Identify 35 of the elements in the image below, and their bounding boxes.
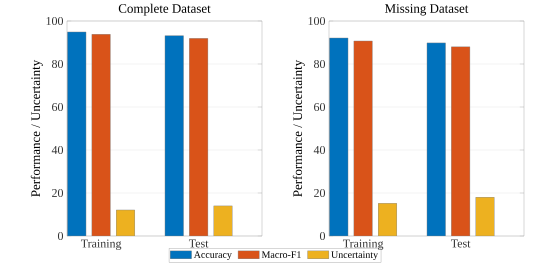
x-tick-label: Test xyxy=(188,240,208,248)
bar xyxy=(67,32,86,236)
y-tick-label: 100 xyxy=(46,16,64,26)
y-tick-label: 80 xyxy=(314,60,326,68)
legend-label: Uncertainty xyxy=(331,251,378,260)
bar xyxy=(92,34,111,236)
y-tick-label: 60 xyxy=(52,102,64,112)
legend-label: Macro-F1 xyxy=(262,251,301,258)
y-axis-title: Performance / Uncertainty xyxy=(30,60,43,197)
y-tick-label: 20 xyxy=(52,188,64,198)
legend-label: Accuracy xyxy=(194,251,232,260)
chart-title: Missing Dataset xyxy=(384,4,468,16)
bar xyxy=(378,203,397,236)
y-tick-label: 40 xyxy=(314,146,326,154)
x-tick-label: Training xyxy=(342,240,384,250)
bar xyxy=(426,42,446,236)
bar xyxy=(451,46,470,236)
y-tick-label: 60 xyxy=(314,102,326,112)
y-tick-label: 0 xyxy=(320,232,326,240)
bar xyxy=(354,40,373,236)
y-tick-label: 20 xyxy=(314,188,326,198)
bar xyxy=(476,197,494,236)
bar xyxy=(189,38,208,236)
x-tick-label: Training xyxy=(80,240,122,250)
bar xyxy=(164,35,184,236)
bar xyxy=(116,210,135,236)
x-tick-label: Test xyxy=(450,240,470,248)
bar xyxy=(214,206,232,236)
y-tick-label: 80 xyxy=(52,60,64,68)
y-tick-label: 100 xyxy=(308,16,326,26)
bar xyxy=(329,38,348,236)
chart-title: Complete Dataset xyxy=(118,4,211,16)
y-tick-label: 0 xyxy=(58,232,64,240)
y-tick-label: 40 xyxy=(52,146,64,154)
y-axis-title: Performance / Uncertainty xyxy=(292,60,305,197)
